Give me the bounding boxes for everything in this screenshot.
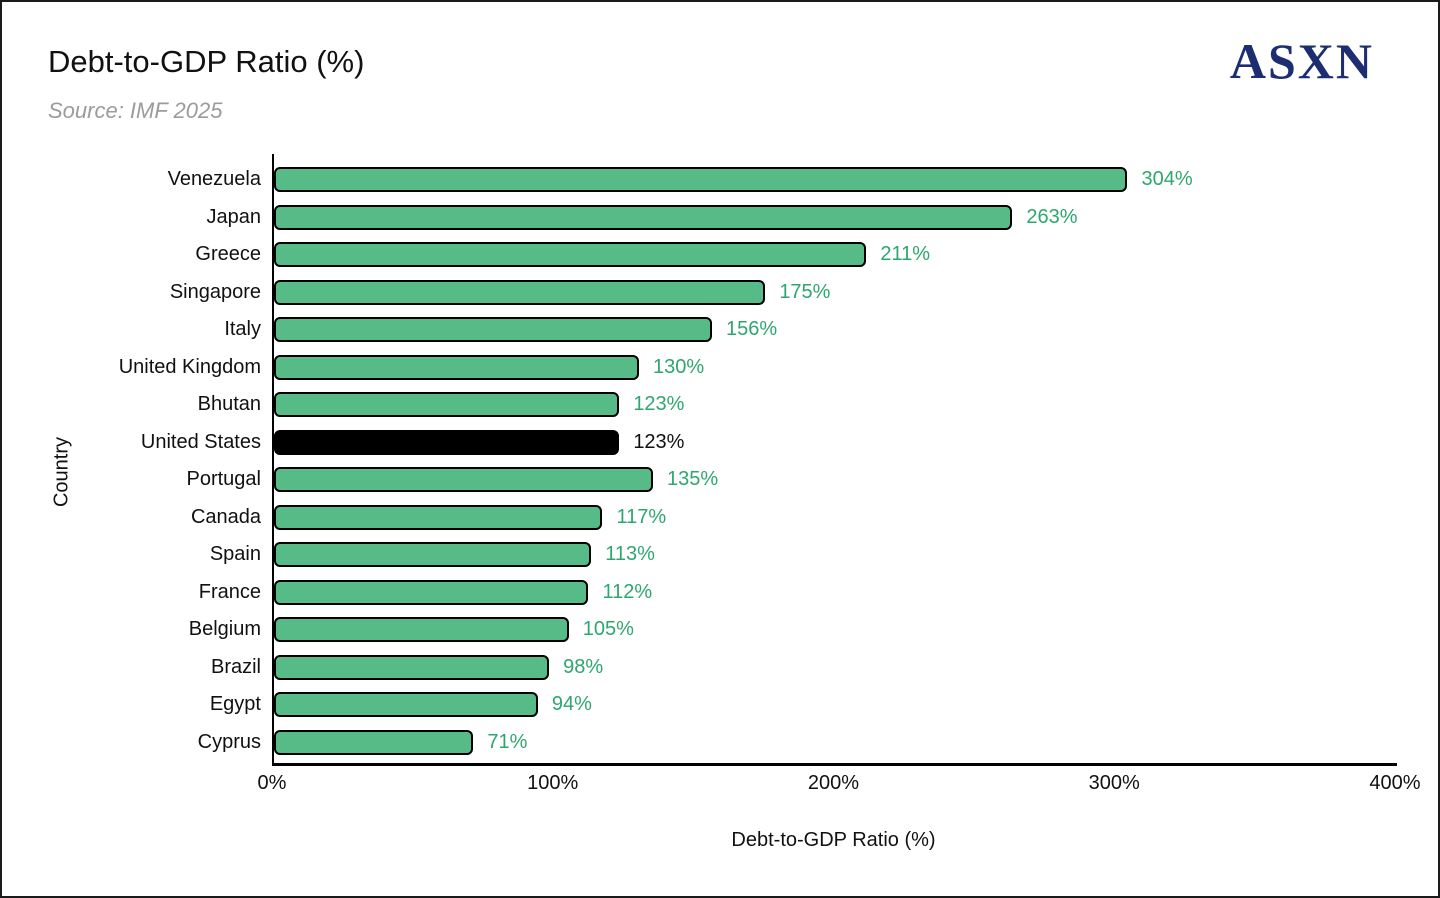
bar-united-kingdom [274,354,639,380]
bar-row: Portugal 135% [187,461,1397,499]
country-label: United States [140,430,261,453]
country-label: Belgium [188,618,261,641]
value-label: 175% [779,280,831,303]
country-label: Portugal [186,468,262,491]
value-label: 71% [487,730,528,753]
value-label: 123% [633,430,685,453]
bar-spain [274,542,592,568]
y-axis-label: Country [50,436,73,508]
bar-row: Bhutan 123% [198,386,1397,424]
country-label: Spain [209,543,261,566]
plot-area: Venezuela 304% Japan 263% Greece 211% Singapor… [119,154,1397,766]
bar-brazil [274,654,550,680]
bar-row: Cyprus 71% [198,724,1397,762]
value-label: 94% [551,693,592,716]
country-label: United Kingdom [118,355,261,378]
bar-row: Italy 156% [224,311,1397,349]
value-label: 135% [667,468,719,491]
value-label: 156% [725,318,778,341]
bar-row: Belgium 105% [189,611,1397,649]
bar-portugal [274,467,653,493]
value-label: 130% [652,355,705,378]
bar-row: Canada 117% [191,499,1397,537]
value-label: 112% [602,580,653,603]
x-tick-label: 400% [1369,772,1421,794]
bar-greece [274,242,867,268]
x-tick-label: 100% [527,772,579,794]
bar-row: France 112% [199,574,1397,612]
bar-row: Japan 263% [207,199,1397,237]
bar-egypt [274,692,538,718]
country-label: Singapore [169,280,261,303]
bar-united-states [274,429,620,455]
x-axis-label: Debt-to-GDP Ratio (%) [731,829,936,851]
bar-canada [274,504,603,530]
country-label: Greece [195,243,261,266]
value-label: 304% [1141,168,1193,191]
asxn-logo: ASXN [1229,33,1374,89]
bar-row: United States 123% [141,424,1397,462]
bar-venezuela [274,167,1128,193]
bar-row: United Kingdom 130% [119,349,1397,387]
bar-singapore [274,279,766,305]
x-axis-ticks: 0% 100% 200% 300% 400% [258,772,1421,800]
x-tick-label: 300% [1088,772,1140,794]
bar-row: Egypt 94% [210,686,1397,724]
value-label: 98% [563,655,604,678]
value-label: 211% [880,243,931,266]
value-label: 123% [633,393,685,416]
bar-row: Greece 211% [195,236,1397,274]
value-label: 263% [1026,205,1078,228]
bar-row: Venezuela 304% [168,161,1397,199]
bar-belgium [274,617,569,643]
country-label: Egypt [209,693,261,716]
bar-france [274,579,589,605]
country-label: France [198,580,261,603]
bar-bhutan [274,392,620,418]
country-label: Venezuela [167,168,261,191]
x-tick-label: 200% [807,772,860,794]
value-label: 105% [582,618,634,641]
bar-japan [274,204,1013,230]
country-label: Brazil [210,655,261,678]
bar-row: Singapore 175% [170,274,1397,312]
value-label: 113% [605,543,655,566]
country-label: Bhutan [197,393,261,416]
country-label: Italy [224,318,261,341]
chart-title: Debt-to-GDP Ratio (%) [48,44,365,79]
x-tick-label: 0% [257,772,287,794]
country-label: Cyprus [197,730,261,753]
bar-row: Brazil 98% [211,649,1397,687]
bar-italy [274,317,712,343]
bar-cyprus [274,729,474,755]
bar-row: Spain 113% [210,536,1397,574]
country-label: Japan [206,205,262,228]
bar-rows: Venezuela 304% Japan 263% Greece 211% Singapor… [119,154,1397,763]
chart-source: Source: IMF 2025 [48,98,223,123]
value-label: 117% [616,505,667,528]
country-label: Canada [190,505,261,528]
